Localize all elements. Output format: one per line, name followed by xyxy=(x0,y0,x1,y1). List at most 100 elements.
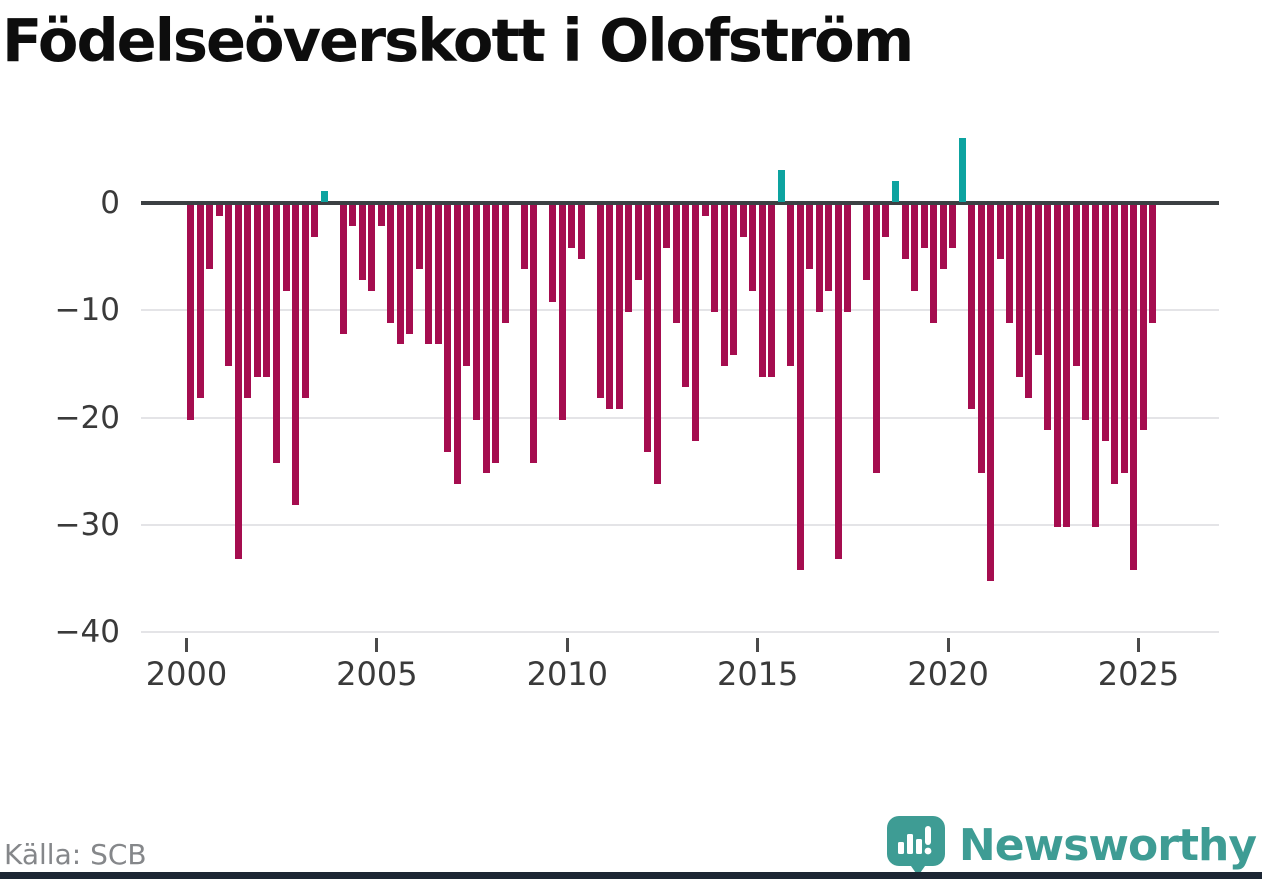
bar-negative xyxy=(1006,205,1014,324)
bar-negative xyxy=(225,205,233,366)
bar-negative xyxy=(339,205,347,334)
bar-negative xyxy=(568,205,576,248)
y-tick-label: 0 xyxy=(100,185,120,221)
gridline xyxy=(141,309,1219,312)
bar-negative xyxy=(1120,205,1128,474)
x-tick-label: 2000 xyxy=(145,655,228,693)
bar-negative xyxy=(720,205,728,366)
bar-negative xyxy=(730,205,738,356)
bar-negative xyxy=(273,205,280,463)
bar-negative xyxy=(1139,205,1147,431)
bottom-accent-strip xyxy=(0,872,1262,879)
zero-axis-line xyxy=(141,201,1219,205)
bar-negative xyxy=(815,205,823,313)
bar-negative xyxy=(930,205,938,324)
bar-negative xyxy=(625,205,633,313)
x-tick-mark xyxy=(375,638,379,652)
bar-negative xyxy=(739,205,747,238)
bar-negative xyxy=(901,205,909,259)
bar-negative xyxy=(987,205,995,581)
bar-negative xyxy=(844,205,852,313)
bar-negative xyxy=(311,205,319,238)
newsworthy-logo: Newsworthy xyxy=(885,814,1257,876)
bar-negative xyxy=(977,205,985,474)
bar-negative xyxy=(196,205,204,399)
bar-negative xyxy=(1025,205,1033,399)
y-tick-label: −20 xyxy=(54,399,120,436)
bar-negative xyxy=(806,205,814,270)
bar-negative xyxy=(1053,205,1061,527)
bar-negative xyxy=(501,205,509,324)
bar-negative xyxy=(520,205,528,270)
bar-negative xyxy=(968,205,976,409)
bar-negative xyxy=(453,205,461,484)
bar-negative xyxy=(472,205,480,420)
bar-positive xyxy=(892,180,899,202)
bar-negative xyxy=(577,205,585,259)
x-tick-label: 2010 xyxy=(526,655,609,693)
bar-negative xyxy=(463,205,471,366)
bar-negative xyxy=(615,205,623,409)
bar-negative xyxy=(606,205,614,409)
bar-negative xyxy=(215,205,223,216)
bar-negative xyxy=(301,205,309,399)
bar-negative xyxy=(949,205,957,248)
bar-negative xyxy=(711,205,719,313)
bar-negative xyxy=(1101,205,1109,442)
x-tick-label: 2015 xyxy=(716,655,799,693)
bar-negative xyxy=(596,205,604,399)
chart-title: Födelseöverskott i Olofström xyxy=(2,6,914,75)
bar-negative xyxy=(263,205,271,377)
bar-negative xyxy=(672,205,680,324)
bar-negative xyxy=(244,205,252,399)
bar-negative xyxy=(701,205,709,216)
bar-negative xyxy=(758,205,766,377)
bar-negative xyxy=(282,205,290,291)
x-tick-label: 2020 xyxy=(907,655,989,693)
bar-negative xyxy=(368,205,376,291)
y-tick-label: −40 xyxy=(54,614,120,651)
bar-negative xyxy=(396,205,404,345)
bar-negative xyxy=(387,205,395,324)
bar-negative xyxy=(749,205,757,291)
gridline xyxy=(141,631,1219,634)
bar-negative xyxy=(634,205,642,281)
bar-negative xyxy=(425,205,433,345)
bar-negative xyxy=(682,205,690,388)
x-tick-label: 2005 xyxy=(336,655,418,693)
bar-negative xyxy=(482,205,490,474)
bar-negative xyxy=(872,205,880,474)
bar-negative xyxy=(549,205,557,302)
gridline xyxy=(141,416,1219,419)
bar-negative xyxy=(1111,205,1119,484)
bar-negative xyxy=(787,205,795,366)
bar-negative xyxy=(444,205,452,452)
bar-negative xyxy=(996,205,1004,259)
x-tick-mark xyxy=(756,638,760,652)
source-label: Källa: SCB xyxy=(4,838,147,871)
bar-positive xyxy=(777,169,785,202)
bar-negative xyxy=(653,205,661,484)
x-tick-mark xyxy=(185,638,188,652)
bar-negative xyxy=(1091,205,1099,527)
bar-negative xyxy=(1044,205,1052,431)
bar-negative xyxy=(1034,205,1042,356)
bar-negative xyxy=(644,205,652,452)
bar-negative xyxy=(768,205,776,377)
x-tick-mark xyxy=(1137,638,1140,652)
bar-negative xyxy=(1082,205,1090,420)
bar-negative xyxy=(692,205,700,442)
bar-negative xyxy=(253,205,261,377)
bar-negative xyxy=(206,205,214,270)
bar-negative xyxy=(292,205,300,506)
bar-negative xyxy=(663,205,671,248)
bar-negative xyxy=(825,205,833,291)
x-tick-label: 2025 xyxy=(1097,655,1180,693)
bar-negative xyxy=(834,205,842,560)
gridline xyxy=(141,523,1219,526)
bar-negative xyxy=(939,205,947,270)
bar-negative xyxy=(796,205,804,570)
bar-negative xyxy=(187,205,195,420)
bar-negative xyxy=(406,205,414,334)
bar-negative xyxy=(1149,205,1157,324)
